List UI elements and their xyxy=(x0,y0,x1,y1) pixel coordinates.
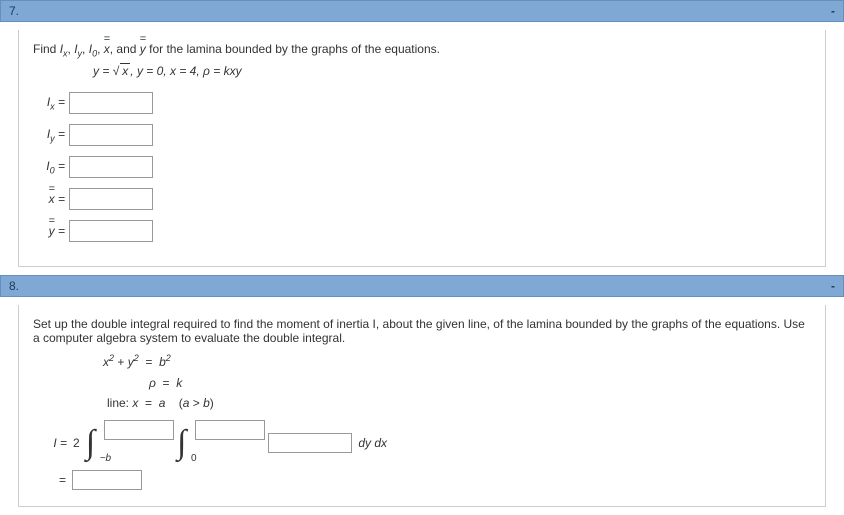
answer-row-iy: Iy = xyxy=(33,124,811,146)
question-number: 7. xyxy=(9,4,19,18)
answer-row-ix: Ix = xyxy=(33,92,811,114)
input-xbar[interactable] xyxy=(69,188,153,210)
input-ybar[interactable] xyxy=(69,220,153,242)
answer-row-ybar: y = xyxy=(33,220,811,242)
coefficient-two: 2 xyxy=(73,436,80,450)
answer-row-i0: I0 = xyxy=(33,156,811,178)
question-7-header[interactable]: 7. - xyxy=(0,0,844,22)
collapse-icon[interactable]: - xyxy=(831,4,835,18)
input-result[interactable] xyxy=(72,470,142,490)
inner-integral-icon: ∫ 0 xyxy=(177,426,186,460)
differential-label: dy dx xyxy=(358,436,387,450)
question-7-equation: y = x, y = 0, x = 4, ρ = kxy xyxy=(93,64,811,78)
outer-integral-icon: ∫ −b xyxy=(86,426,95,460)
question-7: 7. - Find Ix, Iy, I0, x, and y for the l… xyxy=(0,0,844,267)
question-8-prompt: Set up the double integral required to f… xyxy=(33,317,811,345)
answer-row-xbar: x = xyxy=(33,188,811,210)
question-number: 8. xyxy=(9,279,19,293)
question-8-equations: x2 + y2 = b2 ρ = k line: x = a (a > b) xyxy=(103,351,811,413)
input-integrand[interactable] xyxy=(268,433,352,453)
equals-sign: = xyxy=(59,473,66,487)
question-8: 8. - Set up the double integral required… xyxy=(0,275,844,506)
integral-setup-row: I = 2 ∫ −b ∫ 0 dy dx xyxy=(43,426,811,460)
label-ix: Ix = xyxy=(33,95,69,111)
input-inner-upper[interactable] xyxy=(195,420,265,440)
prompt-pre: Find xyxy=(33,42,60,56)
input-ix[interactable] xyxy=(69,92,153,114)
question-8-header[interactable]: 8. - xyxy=(0,275,844,297)
prompt-post: for the lamina bounded by the graphs of … xyxy=(146,42,440,56)
collapse-icon[interactable]: - xyxy=(831,279,835,293)
inner-lower-limit: 0 xyxy=(191,453,197,464)
label-ybar: y = xyxy=(33,224,69,238)
label-I: I = xyxy=(43,436,67,450)
label-xbar: x = xyxy=(33,192,69,206)
question-7-body: Find Ix, Iy, I0, x, and y for the lamina… xyxy=(18,30,826,267)
label-iy: Iy = xyxy=(33,127,69,143)
input-outer-upper[interactable] xyxy=(104,420,174,440)
outer-lower-limit: −b xyxy=(100,453,111,464)
question-8-body: Set up the double integral required to f… xyxy=(18,305,826,506)
question-7-prompt: Find Ix, Iy, I0, x, and y for the lamina… xyxy=(33,42,811,58)
input-iy[interactable] xyxy=(69,124,153,146)
result-row: = xyxy=(59,470,811,490)
input-i0[interactable] xyxy=(69,156,153,178)
label-i0: I0 = xyxy=(33,159,69,175)
